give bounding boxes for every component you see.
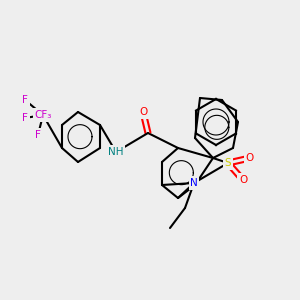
Text: N: N [190, 178, 198, 188]
Text: F: F [22, 113, 28, 123]
Text: S: S [225, 158, 231, 168]
Text: O: O [246, 153, 254, 163]
Text: F: F [35, 130, 41, 140]
Text: O: O [239, 175, 247, 185]
Text: CF₃: CF₃ [34, 110, 52, 120]
Text: F: F [22, 95, 28, 105]
Text: NH: NH [108, 147, 124, 157]
Text: O: O [139, 107, 147, 117]
